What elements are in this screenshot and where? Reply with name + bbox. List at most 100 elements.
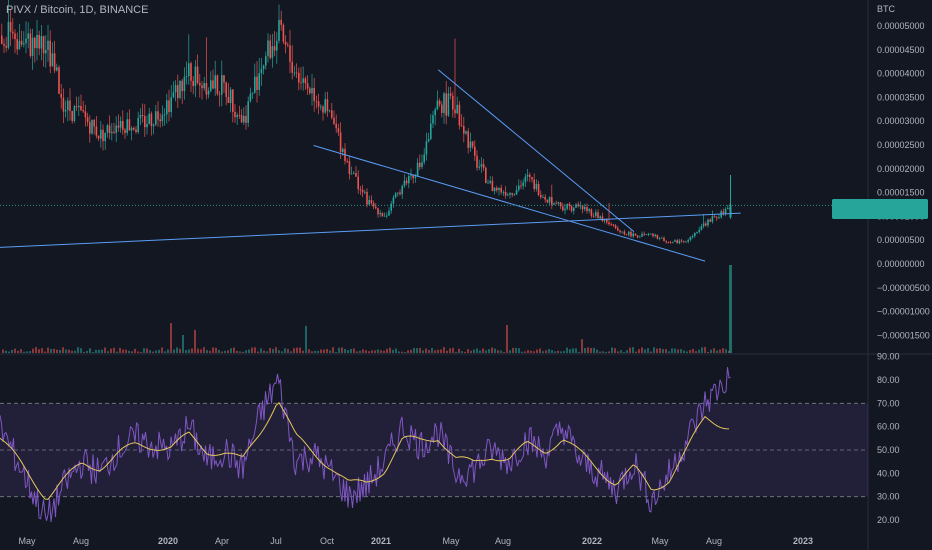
candle-body <box>630 231 632 237</box>
volume-bar <box>365 350 367 353</box>
volume-bar <box>665 349 667 353</box>
candle-body <box>245 115 247 123</box>
volume-bar <box>467 349 469 353</box>
volume-bar <box>629 347 631 353</box>
price-tick-label: 0.00003500 <box>877 92 925 102</box>
candle-body <box>425 141 428 155</box>
volume-bar <box>44 351 46 353</box>
candle-body <box>172 92 175 98</box>
candle-body <box>80 105 82 111</box>
candle-body <box>128 119 131 131</box>
volume-bar <box>548 348 550 353</box>
candle-body <box>691 235 694 237</box>
candle-body <box>177 85 179 98</box>
candle-body <box>529 174 531 178</box>
volume-bar <box>20 349 22 353</box>
volume-bar <box>710 349 712 353</box>
volume-bar <box>729 265 732 353</box>
volume-bar <box>551 349 553 353</box>
candle-body <box>29 33 32 57</box>
candle-body <box>229 89 232 104</box>
volume-bar <box>5 350 7 353</box>
candle-body <box>67 100 69 111</box>
volume-bar <box>308 349 310 353</box>
candle-body <box>487 182 489 184</box>
volume-bar <box>701 347 703 353</box>
candle-body <box>515 190 518 195</box>
volume-bar <box>260 348 262 353</box>
candle-body <box>267 40 269 57</box>
candle-body <box>115 125 117 133</box>
candle-body <box>73 106 76 121</box>
volume-bar <box>470 350 472 353</box>
candle-body <box>577 204 579 207</box>
volume-bar <box>50 348 52 353</box>
candle-body <box>141 115 144 116</box>
candle-body <box>456 104 458 114</box>
candle-body <box>47 40 49 50</box>
candle-body <box>702 223 705 227</box>
candle-body <box>474 146 476 156</box>
candle-body <box>612 224 615 226</box>
candle-body <box>445 93 447 116</box>
candle-body <box>190 63 192 81</box>
candle-body <box>243 115 245 123</box>
volume-bar <box>686 351 688 353</box>
candle-body <box>634 233 637 236</box>
candle-body <box>592 215 595 217</box>
volume-bar <box>140 351 142 353</box>
volume-bar <box>476 348 478 353</box>
candle-body <box>643 233 645 235</box>
volume-bar <box>242 351 244 353</box>
candle-body <box>482 164 485 168</box>
candle-body <box>212 80 214 89</box>
candle-body <box>155 111 157 125</box>
volume-bar <box>377 349 379 353</box>
candle-body <box>511 193 513 195</box>
time-axis-label: 2023 <box>793 536 813 546</box>
candle-body <box>548 197 551 203</box>
volume-bar <box>152 351 154 353</box>
candle-body <box>271 46 274 58</box>
volume-bar <box>413 348 415 353</box>
volume-bar <box>359 350 361 353</box>
candle-body <box>137 117 139 133</box>
volume-bar <box>212 347 214 353</box>
volume-bar <box>368 351 370 353</box>
volume-bar <box>92 351 94 353</box>
candle-body <box>718 217 720 219</box>
candle-body <box>3 43 5 46</box>
candle-body <box>443 93 445 113</box>
volume-bar <box>374 350 376 353</box>
candle-body <box>573 207 575 211</box>
volume-bar <box>488 349 490 353</box>
candle-body <box>507 194 509 196</box>
candle-body <box>238 114 241 116</box>
volume-bar <box>155 350 157 353</box>
candle-body <box>617 228 619 231</box>
candle-body <box>476 155 478 168</box>
volume-bar <box>110 348 112 353</box>
candle-body <box>133 127 135 130</box>
candle-body <box>370 200 373 204</box>
candle-body <box>337 128 340 133</box>
price-tick-label: 0.00003000 <box>877 116 925 126</box>
candle-body <box>106 125 109 133</box>
volume-bar <box>347 350 349 353</box>
candle-body <box>287 44 289 46</box>
volume-bar <box>398 351 400 353</box>
volume-bar <box>188 349 190 353</box>
volume-bar <box>542 351 544 353</box>
volume-bar <box>401 351 403 353</box>
volume-bar <box>41 348 43 353</box>
candle-body <box>194 66 197 86</box>
candle-body <box>405 180 408 184</box>
rsi-tick-label: 30.00 <box>877 492 900 502</box>
volume-bar <box>449 348 451 353</box>
candle-body <box>203 83 205 89</box>
candle-body <box>709 219 711 222</box>
candle-body <box>69 100 71 112</box>
candle-body <box>309 88 311 94</box>
candle-body <box>524 176 527 183</box>
